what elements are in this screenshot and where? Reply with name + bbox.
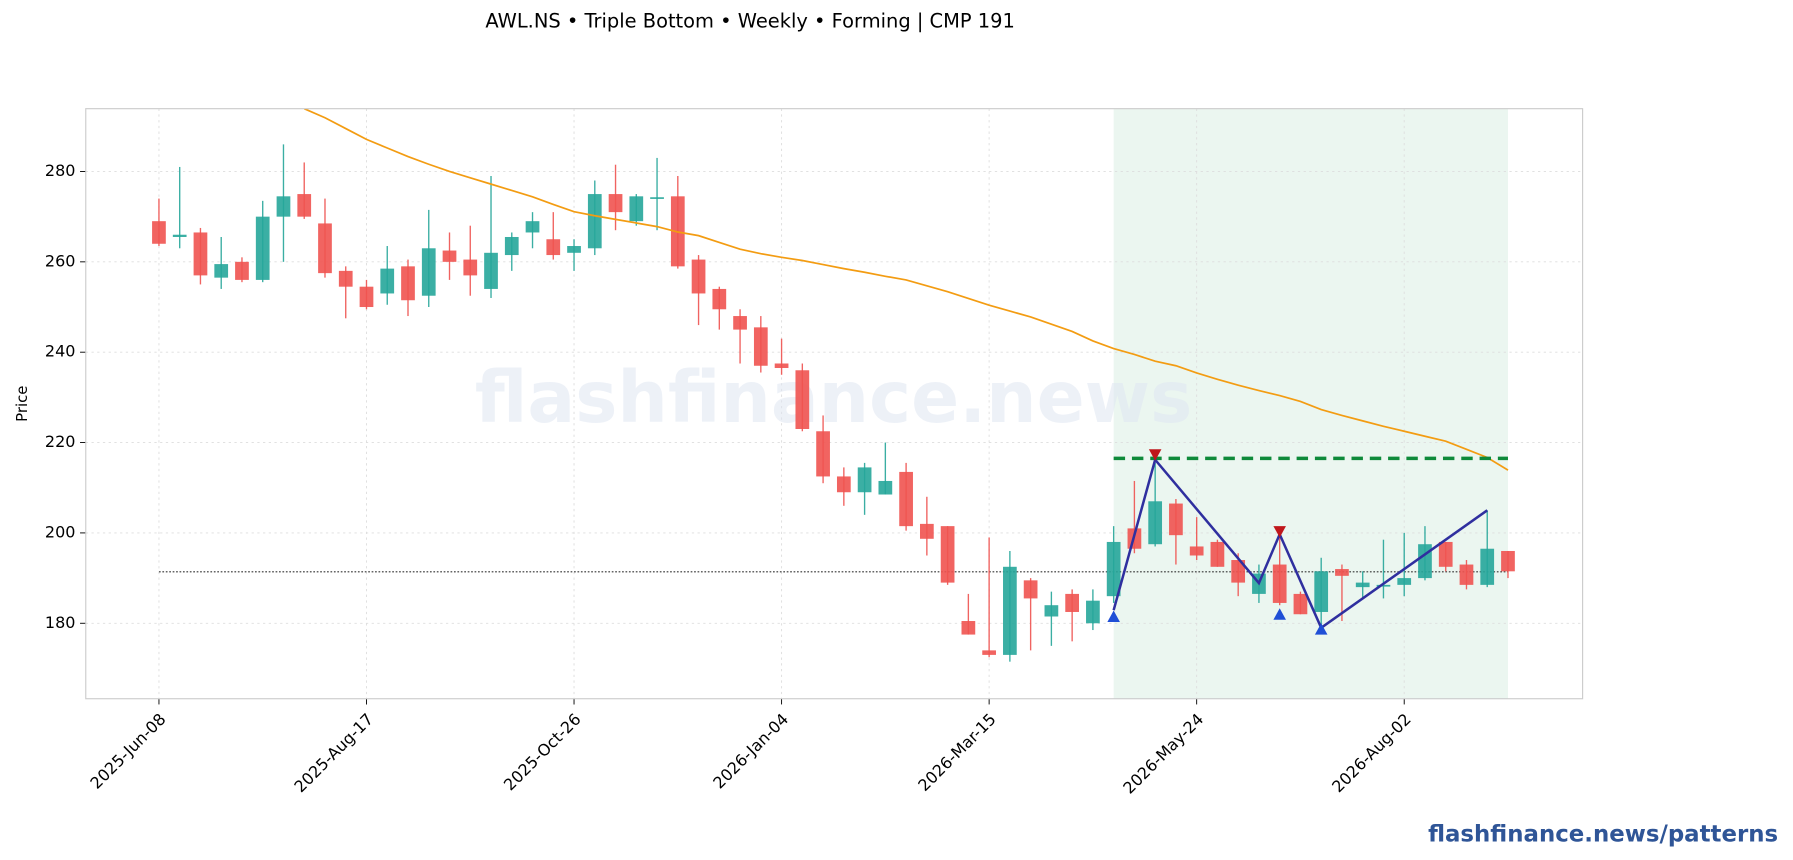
candle-body <box>1086 600 1100 624</box>
candle-body <box>1210 541 1225 567</box>
trough-marker <box>1107 610 1120 622</box>
candle-body <box>276 196 291 217</box>
candle-body <box>318 223 332 274</box>
x-tick-label: 2026-Jan-04 <box>709 710 792 793</box>
y-tick-label: 180 <box>45 613 76 632</box>
candle-body <box>982 650 996 655</box>
candle-body <box>401 266 415 301</box>
candle-body <box>1314 571 1329 612</box>
y-axis-label: Price <box>13 386 31 422</box>
x-tick-label: 2026-May-24 <box>1119 710 1207 798</box>
candle-body <box>442 250 457 262</box>
y-tick-label: 200 <box>45 522 76 541</box>
candle-body <box>836 476 851 493</box>
candle-body <box>816 431 830 477</box>
candle-body <box>1023 580 1038 599</box>
candle-body <box>546 239 561 256</box>
candle-body <box>1065 593 1080 612</box>
candle-body <box>650 197 664 199</box>
candle-body <box>712 288 727 310</box>
x-tick-label: 2026-Mar-15 <box>914 710 999 795</box>
candle-body <box>795 370 810 430</box>
candle-body <box>1106 541 1121 597</box>
candle-body <box>380 268 395 294</box>
candle-body <box>961 621 976 635</box>
trough-marker <box>1273 608 1286 620</box>
candle-body <box>297 194 312 217</box>
candle-body <box>338 270 353 287</box>
candle-body <box>1044 605 1059 617</box>
x-tick-label: 2025-Jun-08 <box>86 710 169 793</box>
watermark: flashfinance.news <box>475 356 1192 439</box>
candle-body <box>1189 546 1204 556</box>
footer: flashfinance.news/patterns <box>1428 821 1778 847</box>
candle-body <box>1169 503 1183 536</box>
candle-body <box>214 264 229 278</box>
candle-body <box>1480 548 1495 585</box>
candle-body <box>421 248 436 296</box>
candle-body <box>1003 566 1017 655</box>
candle-body <box>1355 582 1370 588</box>
candle-body <box>733 316 747 330</box>
candle-body <box>1418 544 1432 579</box>
sma-line <box>303 108 1509 471</box>
plot-area: flashfinance.news <box>85 108 1583 699</box>
candle-body <box>235 261 249 280</box>
candle-body <box>691 259 706 294</box>
candle-body <box>1148 501 1163 545</box>
candle-body <box>255 216 270 280</box>
candle-body <box>1293 593 1308 615</box>
candle-body <box>525 221 540 233</box>
candle-body <box>629 196 644 222</box>
pattern-zone <box>1113 108 1508 699</box>
candle-body <box>940 526 955 583</box>
candle-body <box>753 327 768 366</box>
candle-body <box>463 259 478 276</box>
candle-body <box>172 234 187 237</box>
candle-body <box>587 194 602 249</box>
candle-body <box>152 221 166 244</box>
candle-body <box>1272 564 1287 603</box>
x-tick-label: 2025-Aug-17 <box>290 710 377 797</box>
candle-body <box>1397 578 1412 585</box>
candle-body <box>1335 569 1349 576</box>
y-tick-label: 240 <box>45 342 76 361</box>
peak-marker <box>1148 449 1162 461</box>
y-tick-label: 260 <box>45 251 76 270</box>
candle-body <box>774 363 789 369</box>
candle-body <box>359 286 374 308</box>
candle-body <box>484 252 498 289</box>
candle-body <box>919 523 934 539</box>
y-tick-label: 220 <box>45 432 76 451</box>
candle-body <box>608 194 623 213</box>
zigzag-line <box>1112 457 1488 630</box>
x-tick-label: 2025-Oct-26 <box>500 710 585 795</box>
candle-body <box>1231 560 1246 583</box>
candle-body <box>899 471 913 527</box>
x-tick-label: 2026-Aug-02 <box>1328 710 1415 797</box>
candle-body <box>1501 550 1515 572</box>
plot-frame <box>85 108 1584 700</box>
candle-body <box>878 480 893 495</box>
candle-body <box>1376 584 1391 587</box>
y-tick-label: 280 <box>45 161 76 180</box>
candle-body <box>504 236 519 256</box>
chart-title: AWL.NS • Triple Bottom • Weekly • Formin… <box>485 9 1014 32</box>
peak-marker <box>1273 526 1286 538</box>
trough-marker <box>1314 623 1328 635</box>
candle-body <box>1459 564 1474 585</box>
candle-body <box>1438 541 1453 567</box>
candle-body <box>193 232 208 276</box>
candle-body <box>567 246 581 253</box>
candle-body <box>857 467 872 493</box>
